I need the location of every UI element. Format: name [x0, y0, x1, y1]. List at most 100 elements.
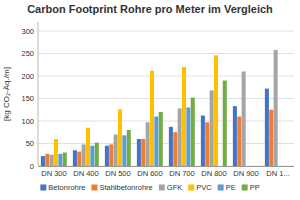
x-tick-label: DN 500 [105, 169, 130, 178]
grid-line [38, 31, 294, 32]
bar [250, 166, 254, 167]
series [45, 110, 273, 166]
legend-item: PP [242, 183, 260, 192]
legend-item: GFK [159, 183, 182, 192]
chart: Carbon Footprint Rohre pro Meter im Verg… [0, 0, 300, 200]
bar [86, 128, 90, 166]
legend-label: PP [250, 183, 260, 192]
bar [137, 139, 141, 166]
series [63, 81, 227, 167]
legend-swatch [218, 185, 224, 191]
legend-label: Betonrohre [48, 183, 85, 192]
bar [41, 156, 45, 166]
bar [214, 55, 218, 166]
legend-item: PVC [188, 183, 212, 192]
bar [141, 139, 145, 166]
legend-label: Stahlbetonrohre [99, 183, 152, 192]
legend-swatch [40, 185, 46, 191]
grid [38, 31, 294, 166]
legend-swatch [91, 185, 97, 191]
bar [191, 98, 195, 166]
bar [210, 90, 214, 166]
x-tick-label: DN 300 [41, 169, 66, 178]
x-tick-label: DN 400 [73, 169, 98, 178]
grid-line [38, 53, 294, 54]
grid-line [38, 121, 294, 122]
title: Carbon Footprint Rohre pro Meter im Verg… [27, 3, 273, 15]
bar [109, 144, 113, 166]
bar [58, 154, 62, 166]
bar [90, 146, 94, 166]
series [58, 108, 190, 167]
bar [242, 72, 246, 167]
bar [278, 166, 282, 167]
grid-line [38, 98, 294, 99]
bar [45, 154, 49, 166]
legend-swatch [242, 185, 248, 191]
bar [218, 166, 222, 167]
bar [118, 109, 122, 166]
grid-line [38, 76, 294, 77]
bar [178, 108, 182, 166]
bar [237, 117, 241, 167]
x-tick-label: DN 600 [137, 169, 162, 178]
x-axis-line [38, 166, 294, 167]
y-tick-label: 300 [21, 27, 34, 36]
bar [186, 108, 190, 167]
x-tick-label: DN 700 [169, 169, 194, 178]
x-tick-label: DN 900 [233, 169, 258, 178]
bar [182, 67, 186, 166]
bar [150, 71, 154, 166]
bar [287, 166, 291, 167]
bar [269, 110, 273, 166]
bar [274, 50, 278, 166]
y-axis-line [38, 22, 39, 166]
bar [265, 89, 269, 166]
bar [173, 132, 177, 166]
legend-swatch [188, 185, 194, 191]
legend-item: Betonrohre [40, 183, 85, 192]
series [54, 55, 218, 166]
y-axis-label: [kg CO₂-Äq./m] [2, 67, 11, 121]
bar [233, 106, 237, 166]
series [50, 50, 278, 166]
bar [122, 135, 126, 166]
bar [201, 116, 205, 166]
bar [105, 146, 109, 166]
bar [73, 150, 77, 166]
bar [154, 117, 158, 167]
legend-label: PE [226, 183, 236, 192]
bar [282, 166, 286, 167]
bar [127, 130, 131, 166]
legend-label: PVC [196, 183, 212, 192]
bar [205, 122, 209, 166]
legend-label: GFK [167, 183, 182, 192]
y-tick-label: 50 [26, 139, 34, 148]
bars [41, 50, 278, 166]
y-tick-label: 250 [21, 49, 34, 58]
y-tick-label: 0 [30, 162, 34, 171]
bar [146, 122, 150, 166]
x-tick-label: DN 800 [201, 169, 226, 178]
bar [77, 152, 81, 166]
bar [95, 143, 99, 166]
bar [82, 144, 86, 166]
y-tick-label: 200 [21, 72, 34, 81]
y-tick-label: 100 [21, 117, 34, 126]
bar [255, 166, 259, 167]
bar [50, 155, 54, 166]
bar [159, 112, 163, 166]
grid-line [38, 143, 294, 144]
bar [54, 139, 58, 166]
series [41, 89, 269, 166]
y-tick-label: 150 [21, 94, 34, 103]
x-tick-label: DN 1... [266, 169, 289, 178]
legend: Betonrohre Stahlbetonrohre GFK PVC PE PP [40, 183, 259, 192]
legend-swatch [159, 185, 165, 191]
legend-item: Stahlbetonrohre [91, 183, 152, 192]
bar [223, 81, 227, 167]
bar [114, 135, 118, 167]
bar [246, 166, 250, 167]
bar [63, 153, 67, 167]
legend-item: PE [218, 183, 236, 192]
